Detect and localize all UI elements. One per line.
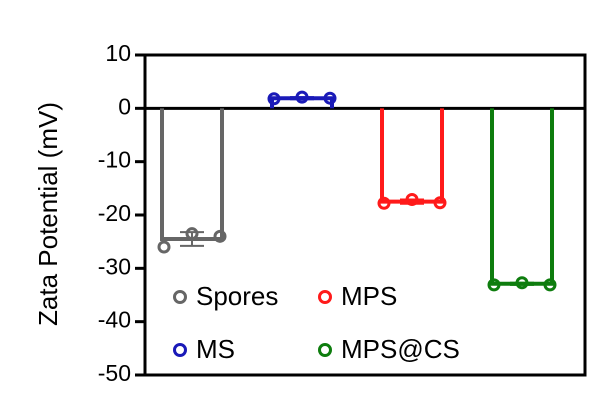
- bar: [160, 108, 224, 241]
- error-bar: [290, 96, 314, 101]
- data-point: [157, 240, 171, 254]
- y-tick-label: -50: [98, 360, 131, 386]
- data-point: [323, 91, 337, 105]
- legend-marker: [173, 343, 187, 357]
- y-axis-label: Zata Potential (mV): [33, 102, 63, 326]
- y-tick-label: -40: [98, 307, 131, 333]
- legend-label: MPS@CS: [341, 334, 460, 364]
- data-point: [405, 193, 419, 207]
- data-point: [295, 90, 309, 104]
- legend-label: Spores: [196, 281, 278, 311]
- data-point: [377, 196, 391, 210]
- bar: [490, 108, 554, 286]
- legend-marker: [318, 343, 332, 357]
- error-bar: [510, 281, 534, 286]
- bar: [380, 108, 444, 204]
- plot-frame: [143, 53, 587, 377]
- y-tick-label: 10: [105, 40, 131, 66]
- data-point: [487, 278, 501, 292]
- data-point: [433, 196, 447, 210]
- data-point: [543, 278, 557, 292]
- y-tick-label: -10: [98, 147, 131, 173]
- data-point: [213, 229, 227, 243]
- y-tick-label: -20: [98, 200, 131, 226]
- data-point: [267, 92, 281, 106]
- y-tick-label: 0: [118, 93, 131, 119]
- data-point: [515, 276, 529, 290]
- data-point: [185, 227, 199, 241]
- y-tick-label: -30: [98, 253, 131, 279]
- legend-label: MPS: [341, 281, 397, 311]
- legend-label: MS: [196, 334, 235, 364]
- legend-marker: [318, 290, 332, 304]
- legend-marker: [173, 290, 187, 304]
